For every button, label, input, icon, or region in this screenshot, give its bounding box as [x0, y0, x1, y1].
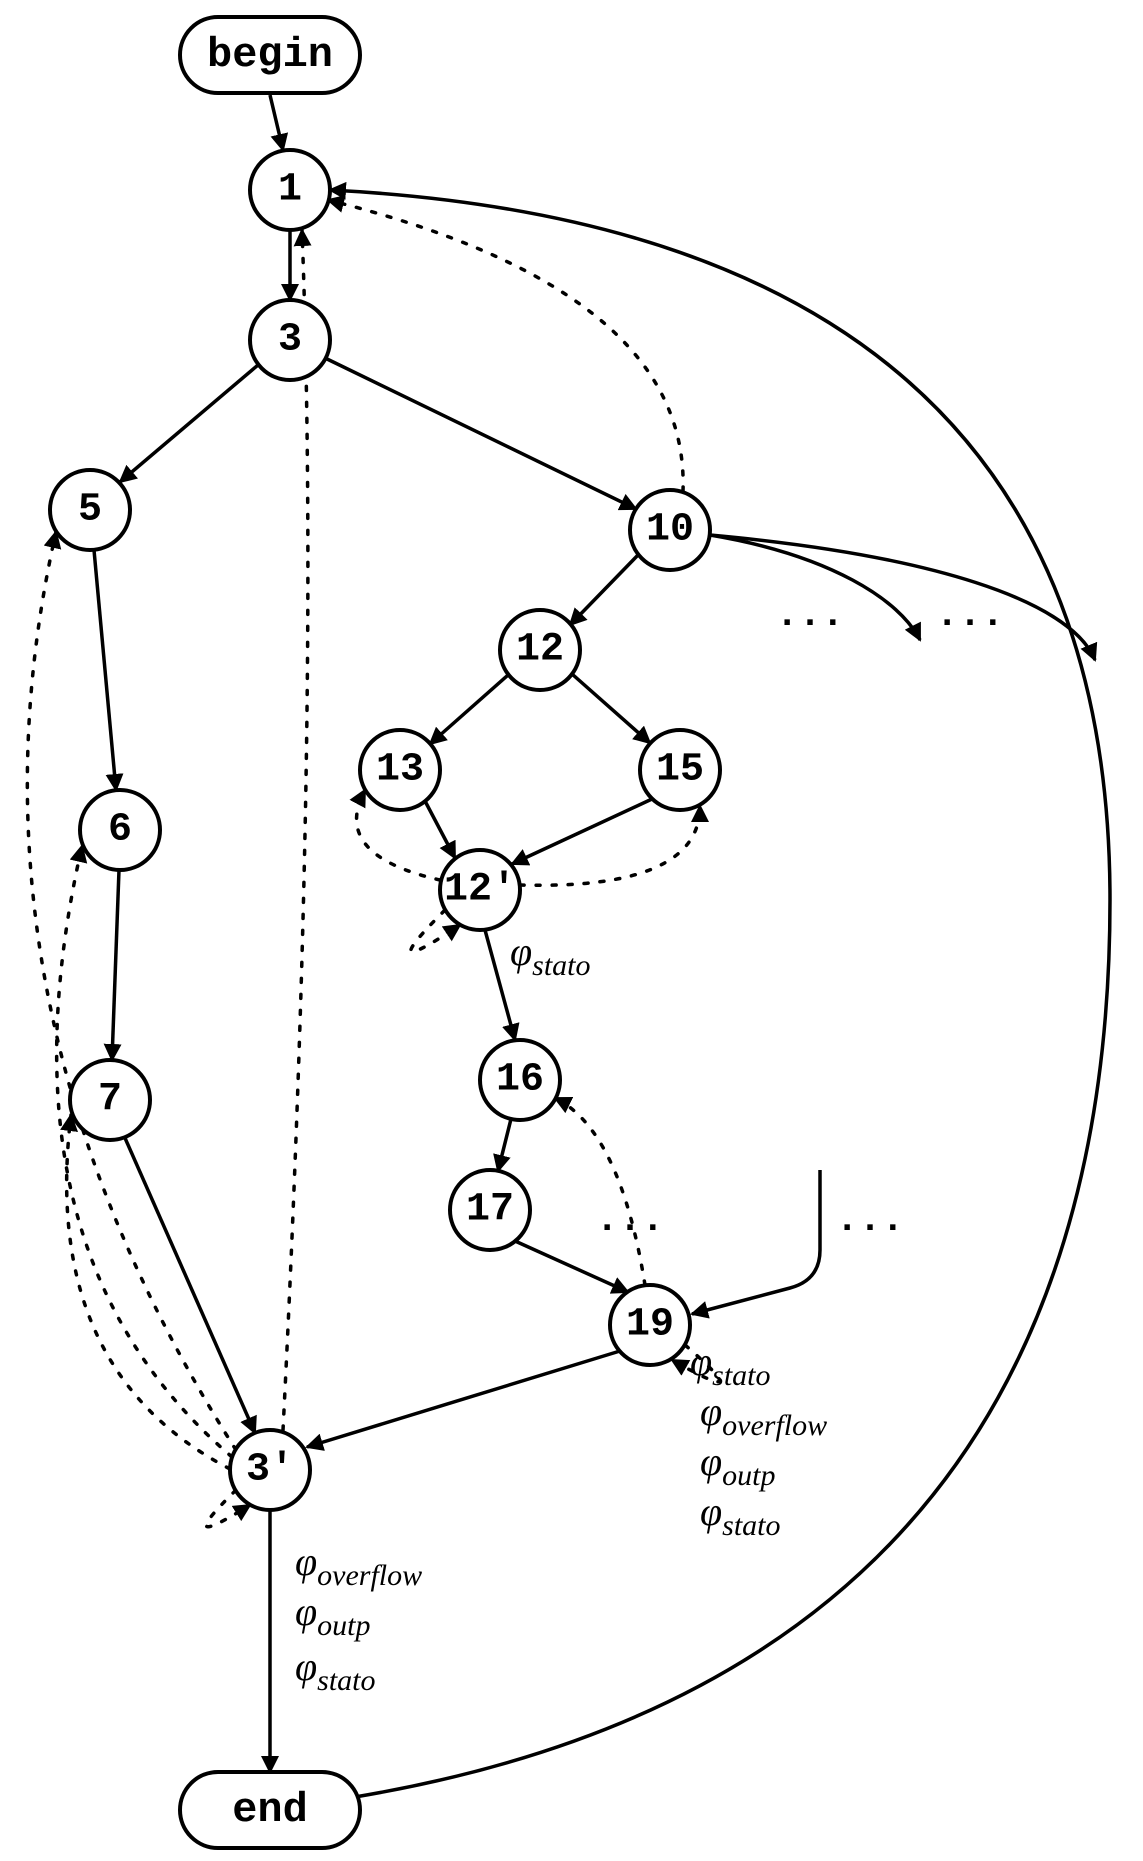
- node-n12p: 12': [440, 850, 520, 930]
- edge-12-13: [430, 675, 508, 744]
- node-n17-label: 17: [466, 1188, 514, 1233]
- begin-terminal: begin: [180, 17, 360, 93]
- node-n7: 7: [70, 1060, 150, 1140]
- edge-5-6: [94, 550, 116, 790]
- dotted-edge-3p-1: [283, 230, 308, 1430]
- node-n19: 19: [610, 1285, 690, 1365]
- node-n7-label: 7: [98, 1078, 122, 1123]
- node-n1: 1: [250, 150, 330, 230]
- ellipsis-ell-10b: ...: [936, 594, 1004, 637]
- edge-7-3p: [125, 1138, 255, 1433]
- node-n16-label: 16: [496, 1058, 544, 1103]
- edge-10-12: [570, 555, 638, 625]
- begin-terminal-label: begin: [207, 31, 333, 79]
- edge-label-phi-stato-19b: φstato: [700, 1489, 781, 1542]
- edge-label-phi-stato-3p: φstato: [295, 1644, 376, 1697]
- node-n5-label: 5: [78, 488, 102, 533]
- edge-10-out2: [710, 535, 1095, 660]
- node-n6-label: 6: [108, 808, 132, 853]
- node-n5: 5: [50, 470, 130, 550]
- node-n16: 16: [480, 1040, 560, 1120]
- edge-label-phi-overflow-19: φoverflow: [700, 1389, 827, 1442]
- dotted-edge-3p-6: [57, 846, 232, 1457]
- node-n10-label: 10: [646, 508, 694, 553]
- edge-13-12p: [425, 801, 455, 858]
- node-n10: 10: [630, 490, 710, 570]
- node-n13: 13: [360, 730, 440, 810]
- edge-19-3p: [307, 1351, 620, 1447]
- end-terminal: end: [180, 1772, 360, 1848]
- node-n1-label: 1: [278, 168, 302, 213]
- edge-6-7: [112, 870, 119, 1060]
- node-n3p: 3': [230, 1430, 310, 1510]
- end-terminal-label: end: [232, 1786, 308, 1834]
- edge-label-phi-overflow-3p: φoverflow: [295, 1539, 422, 1592]
- node-n3p-label: 3': [246, 1448, 294, 1493]
- edge-label-phi-outp-3p: φoutp: [295, 1589, 370, 1642]
- node-n15: 15: [640, 730, 720, 810]
- node-n19-label: 19: [626, 1303, 674, 1348]
- dotted-edge-19-16: [555, 1098, 645, 1285]
- edge-in-19: [692, 1170, 820, 1314]
- edge-label-phi-outp-19: φoutp: [700, 1439, 775, 1492]
- ellipsis-ell-17a: ...: [596, 1199, 664, 1242]
- node-n12: 12: [500, 610, 580, 690]
- node-n3-label: 3: [278, 318, 302, 363]
- edge-end-1: [330, 190, 1110, 1797]
- flowchart-diagram: beginend135671012131512'1617193'φstatoφs…: [0, 0, 1143, 1861]
- node-n6: 6: [80, 790, 160, 870]
- node-n13-label: 13: [376, 748, 424, 793]
- edge-3-5: [120, 365, 258, 482]
- edge-label-phi-stato-12p: φstato: [510, 929, 591, 982]
- edge-16-17: [498, 1119, 511, 1171]
- ellipsis-ell-17b: ...: [836, 1199, 904, 1242]
- edge-begin-1: [270, 95, 283, 150]
- ellipsis-ell-10a: ...: [776, 594, 844, 637]
- node-n12p-label: 12': [444, 868, 516, 913]
- node-n12-label: 12: [516, 628, 564, 673]
- node-n15-label: 15: [656, 748, 704, 793]
- edge-12-15: [572, 674, 650, 743]
- edge-3-10: [325, 358, 636, 509]
- node-n3: 3: [250, 300, 330, 380]
- edge-label-phi-stato-19: φstato: [690, 1339, 771, 1392]
- edge-17-19: [515, 1241, 628, 1292]
- node-n17: 17: [450, 1170, 530, 1250]
- edge-15-12p: [512, 799, 652, 864]
